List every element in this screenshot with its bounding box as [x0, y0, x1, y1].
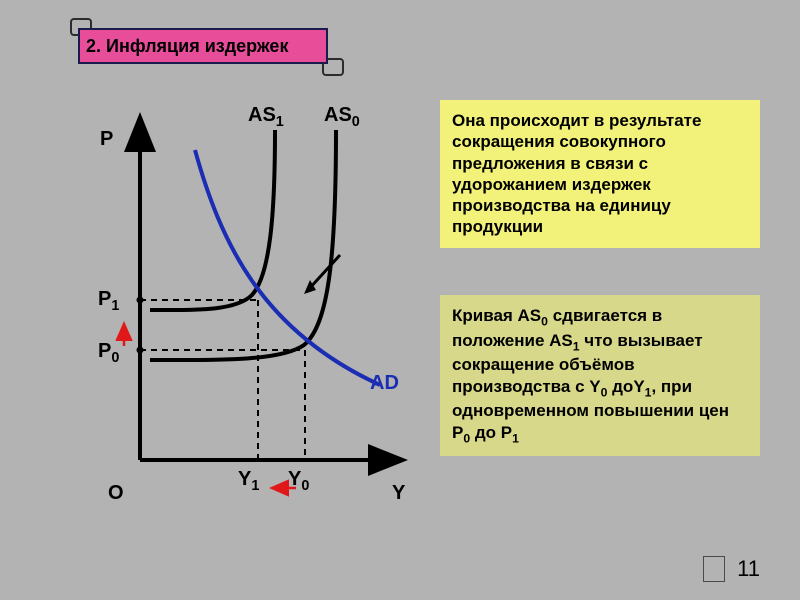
label-as0-txt: AS: [324, 104, 352, 126]
desc2-e: Y: [633, 377, 644, 396]
desc2-d: до: [607, 377, 633, 396]
desc2-a: Кривая AS: [452, 306, 541, 325]
label-as1: AS1: [248, 104, 284, 130]
label-as0-sub: 0: [352, 114, 360, 130]
label-p1-txt: P: [98, 288, 111, 310]
label-p0: P0: [98, 340, 119, 366]
label-y0: Y0: [288, 468, 309, 494]
label-p1: P1: [98, 288, 119, 314]
label-as1-sub: 1: [276, 114, 284, 130]
label-y0-txt: Y: [288, 468, 301, 490]
page-number-box: [703, 556, 725, 582]
label-ad: AD: [370, 372, 399, 395]
label-p0-txt: P: [98, 340, 111, 362]
label-y-axis: Y: [392, 482, 405, 505]
label-y1: Y1: [238, 468, 259, 494]
label-p0-sub: 0: [111, 350, 119, 366]
as0-curve: [150, 130, 336, 360]
label-y1-sub: 1: [251, 478, 259, 494]
desc2-sub1a: 1: [573, 339, 580, 353]
title-text: 2. Инфляция издержек: [86, 36, 288, 57]
label-as0: AS0: [324, 104, 360, 130]
desc2-g: до P: [470, 423, 512, 442]
label-y0-sub: 0: [301, 478, 309, 494]
label-y1-txt: Y: [238, 468, 251, 490]
tick-p0: [137, 347, 144, 354]
label-p-axis: P: [100, 128, 113, 151]
as1-curve: [150, 130, 275, 310]
label-p1-sub: 1: [111, 298, 119, 314]
description-box-2: Кривая AS0 сдвигается в положение AS1 чт…: [440, 295, 760, 456]
desc2-sub1c: 1: [512, 431, 519, 445]
chart-svg: [80, 100, 410, 500]
page-number: 11: [737, 556, 760, 582]
tick-p1: [137, 297, 144, 304]
description-1-text: Она происходит в результате сокращения с…: [452, 111, 701, 236]
label-as1-txt: AS: [248, 104, 276, 126]
title-banner: 2. Инфляция издержек: [78, 28, 328, 64]
label-origin: O: [108, 482, 124, 505]
desc2-sub0a: 0: [541, 314, 548, 328]
description-box-1: Она происходит в результате сокращения с…: [440, 100, 760, 248]
chart-area: P O Y AS1 AS0 AD P1 P0 Y1 Y0: [80, 100, 410, 500]
